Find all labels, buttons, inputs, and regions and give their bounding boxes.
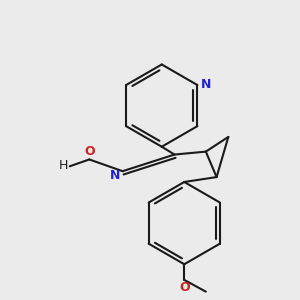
Text: N: N [110,169,121,182]
Text: O: O [179,281,190,294]
Text: H: H [58,159,68,172]
Text: N: N [201,78,212,91]
Text: O: O [84,146,94,158]
